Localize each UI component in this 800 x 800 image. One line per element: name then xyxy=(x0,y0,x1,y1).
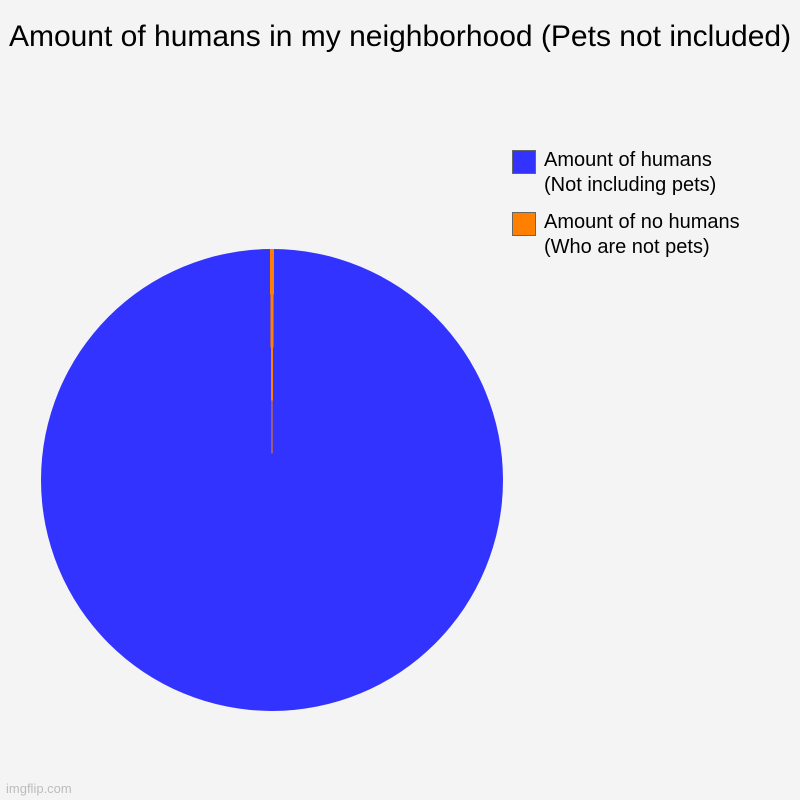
legend-swatch-0 xyxy=(512,150,536,174)
legend-label-0: Amount of humans (Not including pets) xyxy=(544,148,754,198)
legend: Amount of humans (Not including pets) Am… xyxy=(512,148,754,260)
legend-item: Amount of no humans (Who are not pets) xyxy=(512,210,754,260)
legend-label-1: Amount of no humans (Who are not pets) xyxy=(544,210,754,260)
watermark: imgflip.com xyxy=(6,781,72,796)
pie-chart xyxy=(41,249,503,711)
chart-title: Amount of humans in my neighborhood (Pet… xyxy=(0,18,800,56)
legend-item: Amount of humans (Not including pets) xyxy=(512,148,754,198)
legend-swatch-1 xyxy=(512,212,536,236)
chart-container: Amount of humans in my neighborhood (Pet… xyxy=(0,0,800,800)
